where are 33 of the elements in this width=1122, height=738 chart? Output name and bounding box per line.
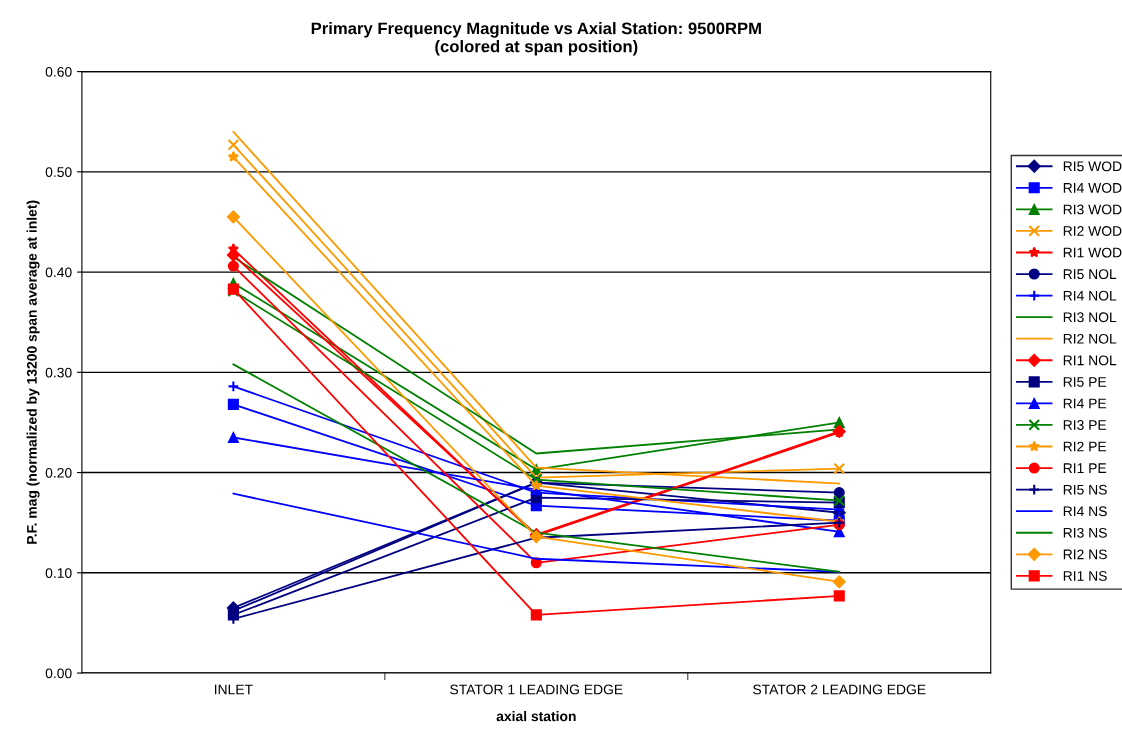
legend-label: RI2 PE (1063, 441, 1107, 452)
legend-label: RI4 WOD (1063, 182, 1122, 193)
legend-label: RI1 PE (1063, 463, 1107, 473)
legend-label: RI3 NS (1063, 527, 1107, 538)
legend-label: RI5 PE (1063, 377, 1107, 387)
legend-label: RI1 NOL (1063, 355, 1117, 366)
chart-title: Primary Frequency Magnitude vs Axial Station: 9500RPM (colored at span position) (311, 22, 761, 56)
legend-label: RI3 WOD (1063, 204, 1122, 215)
y-tick-label: 0.60 (45, 66, 72, 77)
y-tick-label: 0.00 (45, 668, 72, 679)
y-axis-title: P.F. mag (normalized by 13200 span average at inlet) (26, 200, 40, 544)
y-tick-label: 0.30 (45, 367, 72, 378)
legend-label: RI2 NS (1063, 549, 1107, 560)
legend-label: RI4 NOL (1063, 290, 1117, 301)
y-tick-label: 0.40 (45, 267, 72, 278)
x-tick-label: STATOR 1 LEADING EDGE (450, 684, 623, 695)
legend-label: RI2 NOL (1063, 333, 1117, 344)
x-tick-label: STATOR 2 LEADING EDGE (753, 684, 926, 695)
legend-label: RI5 NOL (1063, 269, 1117, 280)
legend-label: RI4 PE (1063, 398, 1107, 409)
x-axis-title: axial station (496, 711, 576, 722)
legend-label: RI1 NS (1063, 571, 1107, 581)
x-tick-label: INLET (214, 684, 253, 695)
legend-label: RI2 WOD (1063, 226, 1122, 236)
legend-label: RI5 NS (1063, 484, 1107, 495)
legend-label: RI3 NOL (1063, 312, 1117, 323)
y-tick-label: 0.20 (45, 467, 72, 478)
legend-label: RI1 WOD (1063, 247, 1122, 258)
legend-label: RI5 WOD (1063, 161, 1122, 172)
y-tick-label: 0.10 (45, 568, 72, 578)
legend-label: RI4 NS (1063, 506, 1107, 517)
y-tick-label: 0.50 (45, 167, 72, 177)
legend-label: RI3 PE (1063, 420, 1107, 430)
